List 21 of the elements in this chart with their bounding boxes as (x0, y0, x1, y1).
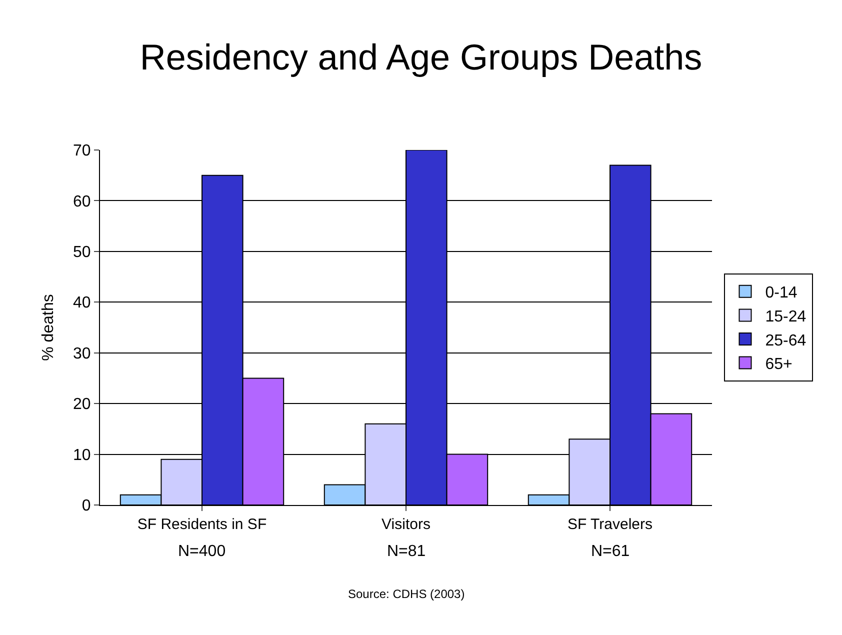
y-tick-label: 70 (73, 142, 91, 160)
chart-title: Residency and Age Groups Deaths (140, 36, 702, 78)
text: N=81 (387, 543, 426, 560)
source-note: Source: CDHS (2003) (348, 587, 465, 601)
x-tick-label: SF Residents in SF (137, 516, 267, 533)
legend-label: 15-24 (765, 308, 806, 326)
y-tick-label: 50 (73, 244, 91, 262)
y-tick-label: 60 (73, 193, 91, 210)
text: N=61 (591, 543, 630, 560)
legend-label: 0-14 (765, 284, 798, 302)
legend-label: 65+ (765, 356, 792, 374)
legend-label: 25-64 (765, 332, 806, 350)
text: N=400 (178, 543, 226, 560)
x-tick-label: SF Travelers (567, 516, 653, 533)
y-axis-title: % deaths (40, 294, 57, 361)
y-tick-label: 0 (82, 498, 91, 515)
y-tick-label: 40 (73, 294, 91, 312)
y-tick-label: 20 (73, 396, 91, 414)
y-tick-label: 30 (73, 345, 91, 362)
y-tick-label: 10 (73, 446, 91, 464)
x-tick-label: Visitors (382, 516, 430, 533)
